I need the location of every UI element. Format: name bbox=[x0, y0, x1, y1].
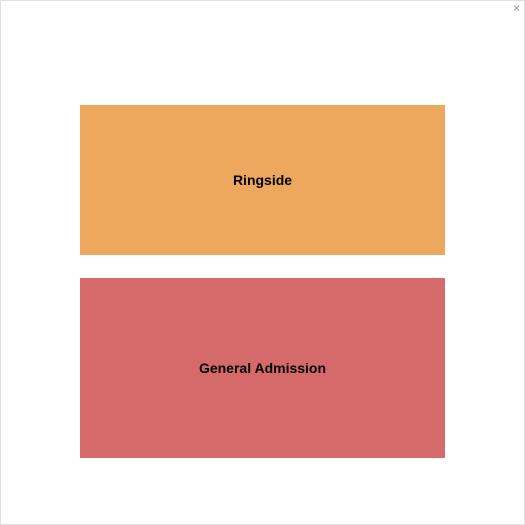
section-label-general-admission: General Admission bbox=[199, 360, 326, 376]
close-button[interactable]: × bbox=[509, 1, 524, 16]
close-icon: × bbox=[513, 1, 520, 15]
section-label-ringside: Ringside bbox=[233, 172, 292, 188]
seating-section-ringside[interactable]: Ringside bbox=[80, 105, 445, 255]
seating-section-general-admission[interactable]: General Admission bbox=[80, 278, 445, 458]
